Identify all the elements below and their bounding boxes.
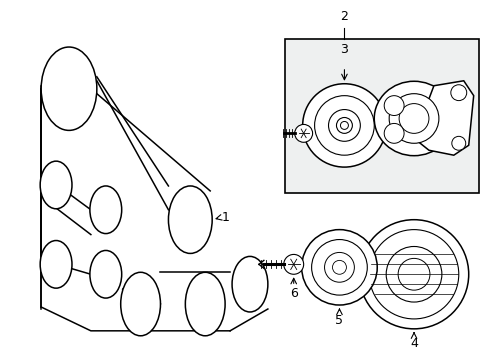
Ellipse shape bbox=[40, 161, 72, 209]
Text: 1: 1 bbox=[222, 211, 229, 224]
Circle shape bbox=[384, 123, 403, 143]
Circle shape bbox=[398, 104, 428, 133]
Circle shape bbox=[314, 96, 373, 155]
Ellipse shape bbox=[373, 81, 453, 156]
Ellipse shape bbox=[90, 251, 122, 298]
Circle shape bbox=[451, 136, 465, 150]
Ellipse shape bbox=[90, 186, 122, 234]
Text: 6: 6 bbox=[289, 287, 297, 300]
Circle shape bbox=[328, 109, 360, 141]
Text: 3: 3 bbox=[340, 43, 347, 56]
Ellipse shape bbox=[40, 240, 72, 288]
Circle shape bbox=[368, 230, 458, 319]
Circle shape bbox=[340, 121, 347, 129]
Circle shape bbox=[294, 125, 312, 142]
Circle shape bbox=[332, 260, 346, 274]
Ellipse shape bbox=[41, 47, 97, 130]
Text: 4: 4 bbox=[409, 337, 417, 350]
Circle shape bbox=[388, 94, 438, 143]
Circle shape bbox=[301, 230, 376, 305]
Ellipse shape bbox=[232, 256, 267, 312]
Circle shape bbox=[450, 85, 466, 100]
Circle shape bbox=[311, 239, 366, 295]
Circle shape bbox=[397, 258, 429, 290]
Circle shape bbox=[324, 252, 354, 282]
Circle shape bbox=[359, 220, 468, 329]
Circle shape bbox=[302, 84, 386, 167]
Ellipse shape bbox=[168, 186, 212, 253]
Polygon shape bbox=[413, 81, 473, 155]
Text: 2: 2 bbox=[340, 10, 347, 23]
Ellipse shape bbox=[121, 272, 160, 336]
Circle shape bbox=[283, 255, 303, 274]
Circle shape bbox=[386, 247, 441, 302]
Text: 5: 5 bbox=[335, 314, 343, 327]
Circle shape bbox=[384, 96, 403, 116]
Circle shape bbox=[336, 117, 352, 133]
Ellipse shape bbox=[185, 272, 224, 336]
Bar bbox=[284, 39, 478, 193]
